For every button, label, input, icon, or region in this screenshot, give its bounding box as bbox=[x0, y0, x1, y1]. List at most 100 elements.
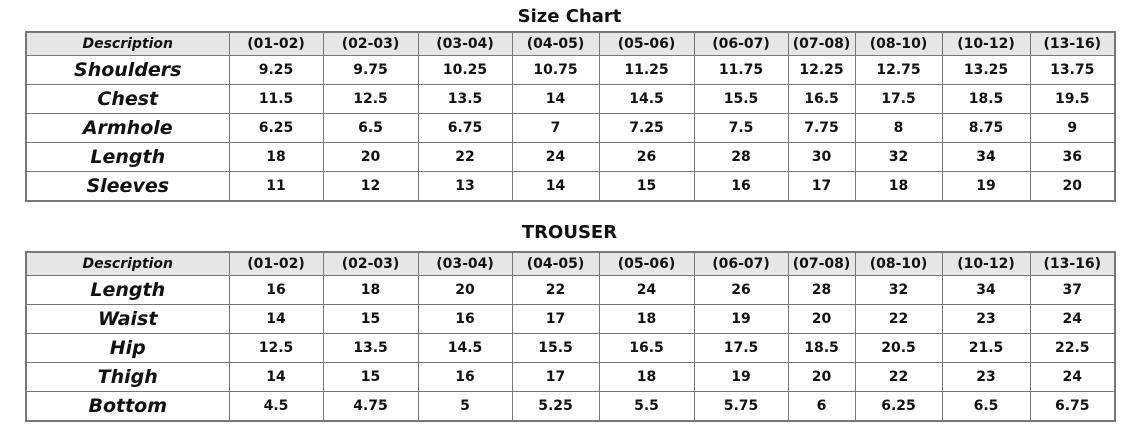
table-cell: 7.75 bbox=[787, 113, 856, 143]
table-cell: 14 bbox=[511, 84, 600, 114]
table-cell: 30 bbox=[787, 142, 856, 172]
table-cell: 10.75 bbox=[511, 55, 600, 85]
column-header: (03-04) bbox=[417, 31, 513, 56]
column-header: (02-03) bbox=[322, 251, 419, 276]
table-row: Bottom 4.5 4.75 5 5.25 5.5 5.75 6 6.25 6.5 6.75 bbox=[25, 391, 1116, 422]
column-header: (04-05) bbox=[511, 31, 600, 56]
table-cell: 20 bbox=[787, 362, 856, 392]
column-header: (05-06) bbox=[598, 251, 695, 276]
table-cell: 28 bbox=[693, 142, 789, 172]
table-row: Length 16 18 20 22 24 26 28 32 34 37 bbox=[25, 275, 1116, 305]
header-row: Description (01-02) (02-03) (03-04) (04-05)(… bbox=[25, 31, 1116, 56]
table-cell: 32 bbox=[854, 142, 943, 172]
row-label: Bottom bbox=[25, 391, 230, 422]
column-header: (06-07) bbox=[693, 31, 789, 56]
table-cell: 18 bbox=[854, 171, 943, 202]
table-cell: 14.5 bbox=[598, 84, 695, 114]
table-cell: 20 bbox=[322, 142, 419, 172]
table-cell: 6.75 bbox=[417, 113, 513, 143]
column-header: (05-06) bbox=[598, 31, 695, 56]
table-cell: 20.5 bbox=[854, 333, 943, 363]
row-label: Thigh bbox=[25, 362, 230, 392]
table-cell: 20 bbox=[787, 304, 856, 334]
table-cell: 11.75 bbox=[693, 55, 789, 85]
table-cell: 24 bbox=[1029, 304, 1116, 334]
table-cell: 16 bbox=[417, 304, 513, 334]
table-row: Armhole 6.25 6.5 6.75 7 7.25 7.5 7.75 8 8.75 9 bbox=[25, 113, 1116, 143]
table-cell: 13.75 bbox=[1029, 55, 1116, 85]
table-cell: 7.5 bbox=[693, 113, 789, 143]
table-cell: 18 bbox=[598, 362, 695, 392]
column-header: (06-07) bbox=[693, 251, 789, 276]
trouser-title: TROUSER bbox=[521, 222, 618, 243]
table-cell: 13.5 bbox=[322, 333, 419, 363]
row-label: Shoulders bbox=[25, 55, 230, 85]
table-cell: 14 bbox=[228, 304, 324, 334]
column-header: (10-12) bbox=[941, 251, 1031, 276]
table-cell: 15 bbox=[322, 362, 419, 392]
table-cell: 22.5 bbox=[1029, 333, 1116, 363]
table-cell: 4.75 bbox=[322, 391, 419, 422]
table-cell: 23 bbox=[941, 362, 1031, 392]
table-cell: 22 bbox=[511, 275, 600, 305]
table-cell: 24 bbox=[598, 275, 695, 305]
table-cell: 5.75 bbox=[693, 391, 789, 422]
table-cell: 22 bbox=[854, 304, 943, 334]
table-cell: 15 bbox=[598, 171, 695, 202]
column-header: Description bbox=[25, 31, 230, 56]
row-label: Chest bbox=[25, 84, 230, 114]
table-cell: 16 bbox=[693, 171, 789, 202]
table-cell: 23 bbox=[941, 304, 1031, 334]
table-cell: 17.5 bbox=[693, 333, 789, 363]
column-header: (08-10) bbox=[854, 251, 943, 276]
table-cell: 34 bbox=[941, 275, 1031, 305]
table-cell: 20 bbox=[417, 275, 513, 305]
table-row: Sleeves 11 12 13 14 15 16 17 18 19 20 bbox=[25, 171, 1116, 202]
column-header: (04-05) bbox=[511, 251, 600, 276]
size-chart-table: Description (01-02) (02-03) (03-04) (04-05)(… bbox=[25, 31, 1116, 202]
table-cell: 18 bbox=[598, 304, 695, 334]
table-cell: 11 bbox=[228, 171, 324, 202]
table-cell: 21.5 bbox=[941, 333, 1031, 363]
table-cell: 10.25 bbox=[417, 55, 513, 85]
table-cell: 12.5 bbox=[228, 333, 324, 363]
column-header: (13-16) bbox=[1029, 31, 1116, 56]
table-cell: 18.5 bbox=[787, 333, 856, 363]
table-cell: 36 bbox=[1029, 142, 1116, 172]
table-cell: 19.5 bbox=[1029, 84, 1116, 114]
table-cell: 18 bbox=[228, 142, 324, 172]
table-cell: 4.5 bbox=[228, 391, 324, 422]
table-cell: 26 bbox=[693, 275, 789, 305]
table-cell: 17 bbox=[787, 171, 856, 202]
table-cell: 13.5 bbox=[417, 84, 513, 114]
table-cell: 11.25 bbox=[598, 55, 695, 85]
table-cell: 16 bbox=[228, 275, 324, 305]
table-cell: 14.5 bbox=[417, 333, 513, 363]
table-cell: 9 bbox=[1029, 113, 1116, 143]
table-cell: 20 bbox=[1029, 171, 1116, 202]
table-cell: 5 bbox=[417, 391, 513, 422]
column-header: (01-02) bbox=[228, 251, 324, 276]
table-cell: 14 bbox=[228, 362, 324, 392]
table-cell: 34 bbox=[941, 142, 1031, 172]
table-cell: 17 bbox=[511, 362, 600, 392]
table-cell: 19 bbox=[941, 171, 1031, 202]
column-header: (08-10) bbox=[854, 31, 943, 56]
table-cell: 16.5 bbox=[598, 333, 695, 363]
table-row: Hip 12.5 13.5 14.5 15.5 16.5 17.5 18.5 20.5 21.5 2… bbox=[25, 333, 1116, 363]
table-cell: 12.75 bbox=[854, 55, 943, 85]
column-header: (02-03) bbox=[322, 31, 419, 56]
table-cell: 6.25 bbox=[228, 113, 324, 143]
table-cell: 14 bbox=[511, 171, 600, 202]
row-label: Length bbox=[25, 275, 230, 305]
table-cell: 6 bbox=[787, 391, 856, 422]
row-label: Hip bbox=[25, 333, 230, 363]
column-header: (07-08) bbox=[787, 31, 856, 56]
table-row: Chest 11.5 12.5 13.5 14 14.5 15.5 16.5 17.5 18.5 1… bbox=[25, 84, 1116, 114]
table-cell: 11.5 bbox=[228, 84, 324, 114]
table-cell: 13.25 bbox=[941, 55, 1031, 85]
column-header: Description bbox=[25, 251, 230, 276]
table-cell: 24 bbox=[511, 142, 600, 172]
size-chart-title: Size Chart bbox=[517, 6, 622, 27]
table-cell: 18 bbox=[322, 275, 419, 305]
